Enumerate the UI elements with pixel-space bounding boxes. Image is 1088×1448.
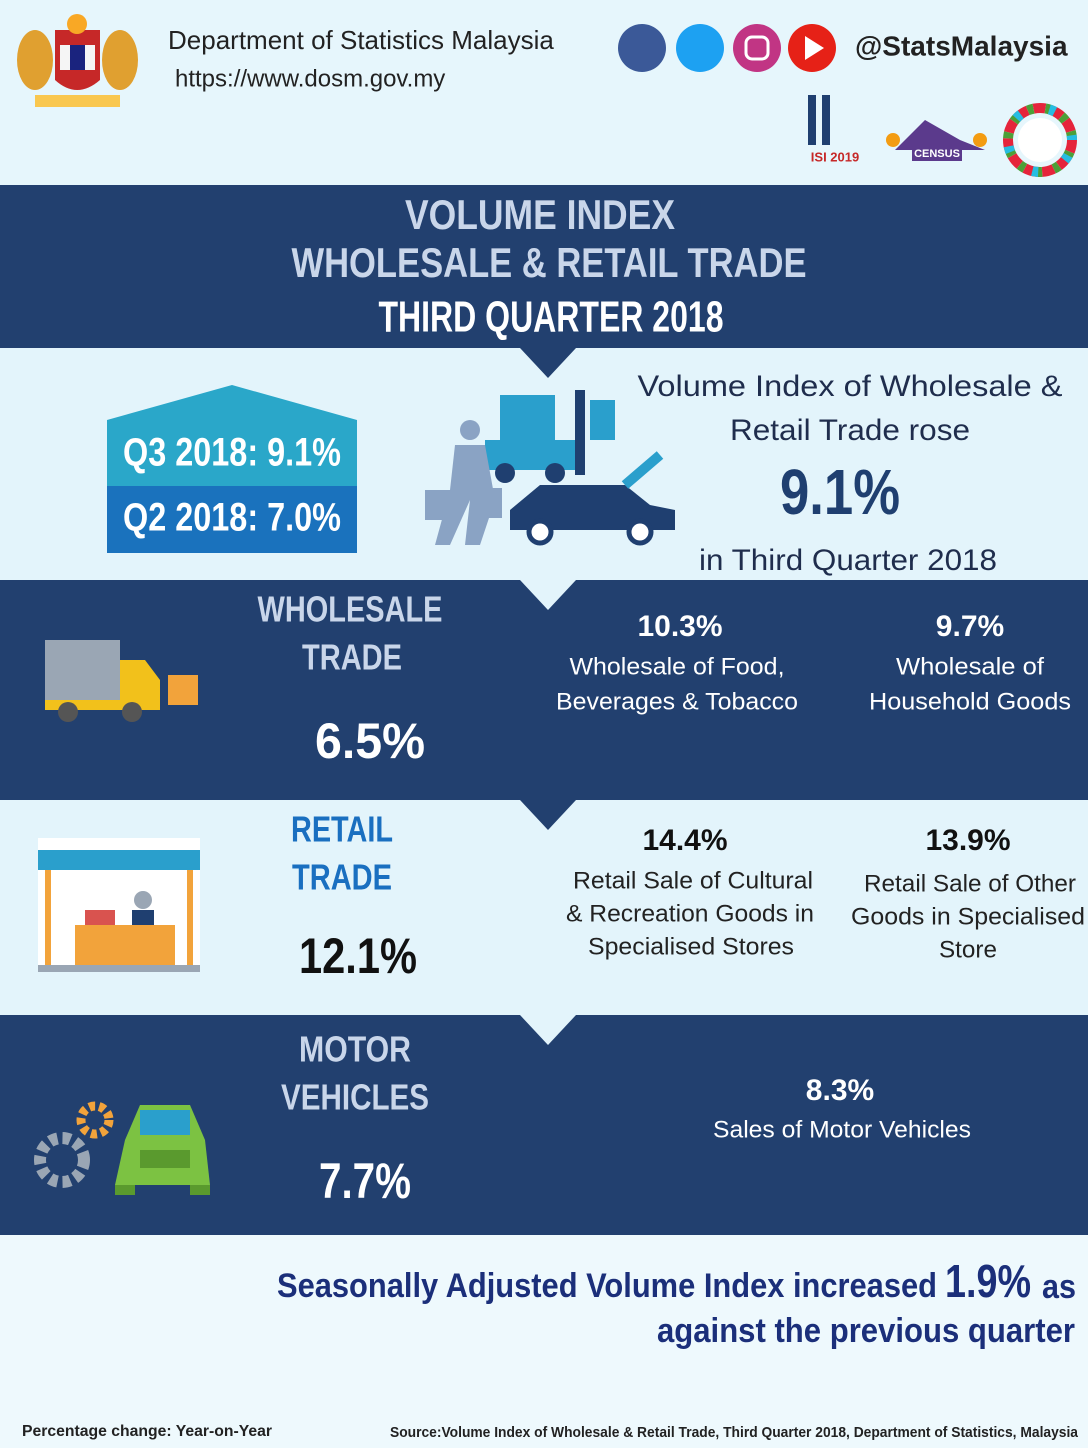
seasonal-text: Seasonally Adjusted Volume Index increas… xyxy=(277,1267,937,1305)
item-value: 10.3% xyxy=(637,610,722,643)
item-label: Wholesale of xyxy=(896,653,1044,680)
section-value: 12.1% xyxy=(299,928,417,984)
summary-text: Volume Index of Wholesale & xyxy=(638,370,1063,403)
item-label: Household Goods xyxy=(869,688,1071,715)
item-label: Retail Sale of Cultural xyxy=(573,867,813,894)
sdg-wheel xyxy=(1003,103,1077,177)
section-heading: WHOLESALE xyxy=(258,589,443,630)
truck-icon xyxy=(45,640,198,722)
title-line: THIRD QUARTER 2018 xyxy=(379,293,724,342)
instagram-icon[interactable] xyxy=(733,24,781,72)
notch xyxy=(520,348,576,378)
website: https://www.dosm.gov.my xyxy=(175,65,445,92)
title-line: VOLUME INDEX xyxy=(405,191,675,238)
notch xyxy=(520,800,576,830)
handle: @StatsMalaysia xyxy=(855,30,1068,61)
facebook-icon[interactable] xyxy=(618,24,666,72)
seasonal-value: 1.9% xyxy=(945,1255,1031,1307)
bottom-bg xyxy=(0,1235,1088,1448)
item-value: 13.9% xyxy=(925,824,1010,857)
item-label: Goods in Specialised xyxy=(851,903,1085,930)
item-label: Specialised Stores xyxy=(588,933,794,960)
item-value: 8.3% xyxy=(806,1074,874,1107)
section-heading: RETAIL xyxy=(291,809,393,850)
footer-source: Source:Volume Index of Wholesale & Retai… xyxy=(390,1424,1079,1441)
section-heading: MOTOR xyxy=(299,1029,411,1070)
shop-icon xyxy=(38,838,200,972)
title-band xyxy=(0,185,1088,348)
q3-box xyxy=(107,385,357,486)
item-label: & Recreation Goods in xyxy=(566,900,814,927)
item-label: Beverages & Tobacco xyxy=(556,688,798,715)
isi-logo-text: ISI 2019 xyxy=(811,149,859,164)
section-value: 6.5% xyxy=(315,713,425,769)
seasonal-suffix: as xyxy=(1042,1268,1076,1306)
census-logo: CENSUS xyxy=(886,120,987,161)
item-value: 14.4% xyxy=(642,824,727,857)
q3-value: Q3 2018: 9.1% xyxy=(123,431,341,475)
section-value: 7.7% xyxy=(319,1153,411,1209)
item-label: Wholesale of Food, xyxy=(570,653,785,680)
trade-icons xyxy=(425,390,675,546)
summary-text: Retail Trade rose xyxy=(730,414,970,447)
organization: Department of Statistics Malaysia xyxy=(168,25,554,55)
section-heading: TRADE xyxy=(292,857,392,898)
header-bg xyxy=(0,0,1088,185)
seasonal-line2: against the previous quarter xyxy=(657,1312,1075,1350)
notch xyxy=(520,1015,576,1045)
notch xyxy=(520,580,576,610)
summary-period: in Third Quarter 2018 xyxy=(699,544,997,577)
footer-note: Percentage change: Year-on-Year xyxy=(22,1423,272,1440)
q2-value: Q2 2018: 7.0% xyxy=(123,496,341,540)
item-value: 9.7% xyxy=(936,610,1004,643)
item-label: Retail Sale of Other xyxy=(864,870,1076,897)
coat-of-arms xyxy=(17,14,138,107)
section-heading: TRADE xyxy=(302,637,402,678)
car-gear-icon xyxy=(34,1101,210,1195)
isi-logo: ISI 2019 xyxy=(808,95,859,164)
q2-box xyxy=(107,486,357,553)
twitter-icon[interactable] xyxy=(676,24,724,72)
item-label: Store xyxy=(939,936,997,963)
item-label: Sales of Motor Vehicles xyxy=(713,1116,971,1143)
section-heading: VEHICLES xyxy=(281,1077,429,1118)
summary-value: 9.1% xyxy=(780,456,900,528)
census-logo-text: CENSUS xyxy=(914,148,960,160)
title-line: WHOLESALE & RETAIL TRADE xyxy=(292,239,807,286)
